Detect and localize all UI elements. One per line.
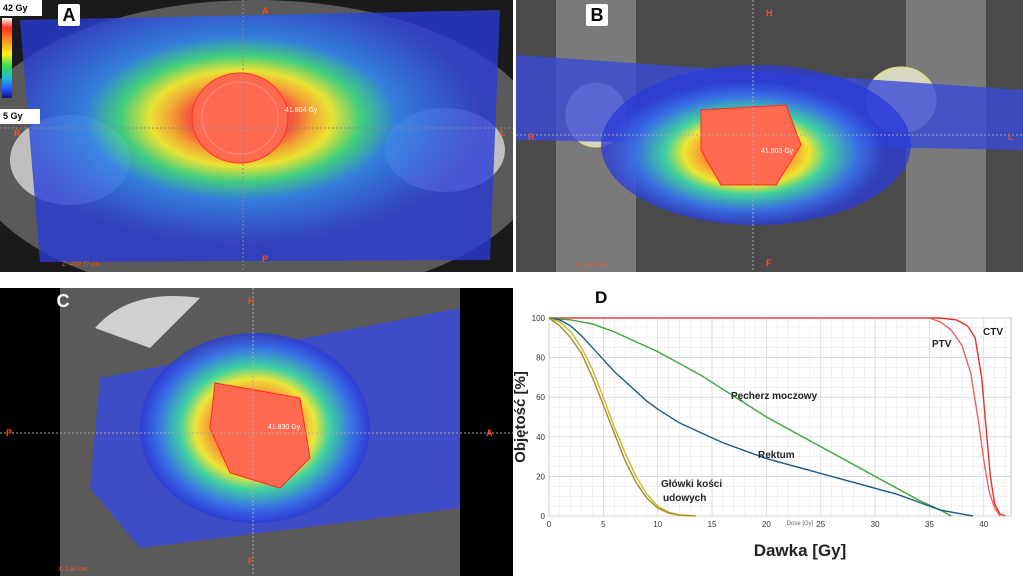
dvh-series-line: [548, 317, 974, 517]
y-tick-label: 0: [541, 512, 546, 521]
series-annotation: udowych: [663, 493, 706, 504]
panel-c-sagittal: C H P A F 41.830 Gy X: 1.50 cm: [0, 288, 513, 576]
x-tick-label: 20: [762, 520, 771, 529]
colorbar-gradient: [2, 18, 12, 98]
orient-bottom: F: [248, 556, 254, 566]
x-axis-sublabel: Dose [Gy]: [787, 521, 814, 527]
x-tick-label: 35: [925, 520, 934, 529]
x-tick-label: 15: [708, 520, 717, 529]
y-tick-label: 20: [536, 472, 545, 481]
y-tick-label: 100: [532, 314, 546, 323]
panel-a-image: [0, 0, 513, 272]
dvh-series-line: [548, 317, 952, 517]
panel-label-b: B: [586, 4, 608, 26]
dose-point-readout: 41.803 Gy: [761, 148, 794, 155]
panel-c-image: [0, 288, 513, 576]
panel-label-c: C: [56, 291, 70, 311]
orient-right: A: [486, 428, 493, 438]
dvh-series-line: [548, 317, 696, 517]
x-tick-label: 10: [653, 520, 662, 529]
panel-b-coronal: B H R L F 41.803 Gy Y: -43.05 cm: [516, 0, 1023, 272]
x-tick-label: 40: [979, 520, 988, 529]
panel-b-image: [516, 0, 1023, 272]
x-tick-label: 25: [816, 520, 825, 529]
panel-label-d: D: [595, 288, 608, 307]
colorbar-max-label: 42 Gy: [0, 0, 42, 16]
orient-top: A: [262, 6, 269, 16]
orient-left: R: [528, 132, 535, 142]
y-tick-label: 80: [536, 354, 545, 363]
panel-d-dvh: D 0 5 10 15 20 25 30 35 40 0 20 40 60 80 100 Dawka [Gy]…: [513, 288, 1023, 576]
orient-left: R: [14, 128, 21, 138]
orient-top: H: [766, 8, 773, 18]
orient-left: P: [6, 428, 13, 438]
dose-point-readout: 41.830 Gy: [268, 424, 301, 431]
series-annotation: Główki kości: [661, 479, 722, 490]
x-axis-label: Dawka [Gy]: [754, 541, 847, 560]
panel-a-axial: 42 Gy 5 Gy A A R L P 41.804 Gy Z: -480.7…: [0, 0, 513, 272]
colorbar-min-label: 5 Gy: [0, 109, 40, 124]
dvh-series-line: [549, 317, 1006, 517]
orient-bottom: P: [262, 254, 269, 264]
panel-label-a: A: [58, 4, 80, 26]
x-tick-label: 5: [601, 520, 606, 529]
slice-position: X: 1.50 cm: [58, 567, 87, 573]
series-annotation: CTV: [983, 327, 1003, 338]
slice-position: Y: -43.05 cm: [574, 263, 608, 269]
x-tick-label: 30: [871, 520, 880, 529]
orient-right: L: [1008, 132, 1014, 142]
y-axis-label: Objętość [%]: [513, 371, 529, 463]
orient-top: H: [248, 296, 255, 306]
x-tick-label: 0: [547, 520, 552, 529]
orient-right: L: [500, 128, 506, 138]
y-tick-label: 60: [536, 393, 545, 402]
dvh-chart: 0 5 10 15 20 25 30 35 40 0 20 40 60 80 100 Dawka [Gy] Do…: [513, 314, 1012, 560]
series-annotation: Pęcherz moczowy: [731, 391, 818, 402]
dvh-series-line: [548, 317, 691, 517]
dvh-series-line: [549, 317, 1001, 517]
y-tick-label: 40: [536, 433, 545, 442]
series-annotation: PTV: [932, 339, 952, 350]
dose-point-readout: 41.804 Gy: [285, 107, 318, 114]
orient-bottom: F: [766, 258, 772, 268]
slice-position: Z: -480.77 cm: [62, 262, 100, 268]
series-annotation: Rektum: [758, 450, 795, 461]
